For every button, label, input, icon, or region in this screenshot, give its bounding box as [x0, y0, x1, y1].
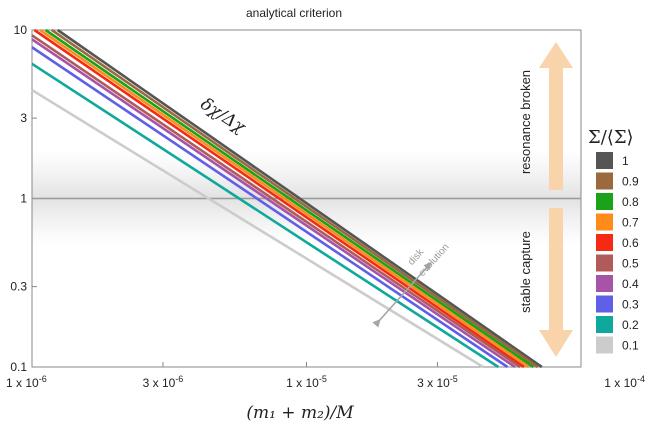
- series-lines: [31, 28, 543, 369]
- series-line-0.8: [44, 28, 534, 369]
- disk-evolution-arrow: [372, 262, 432, 328]
- axis-ticks: 1 x 10-6 3 x 10-6 1 x 10-5 3 x 10-5 1 x 10-4…: [6, 23, 645, 390]
- resonance-broken-arrow: [539, 42, 573, 190]
- x-axis-label: (m₁ + m₂)/M: [246, 403, 354, 423]
- legend-swatch-0.9: [596, 172, 613, 190]
- x-tick-label: 3 x 10-6: [143, 374, 184, 390]
- legend-swatch-0.3: [596, 295, 613, 313]
- series-line-1: [56, 28, 543, 369]
- series-line-0.4: [31, 38, 516, 369]
- legend-label: 0.7: [622, 216, 639, 230]
- x-tick-label: 1 x 10-4: [604, 374, 645, 390]
- legend-label: 0.1: [622, 339, 639, 353]
- legend-swatch-0.2: [596, 316, 613, 333]
- y-tick-label: 0.1: [10, 360, 27, 374]
- y-tick-label: 0.3: [10, 280, 27, 294]
- x-tick-label: 1 x 10-5: [286, 374, 327, 390]
- legend-swatch-0.6: [596, 234, 613, 251]
- legend: 1 0.9 0.8 0.7 0.6 0.5 0.4 0.3 0.2 0.1: [596, 152, 639, 354]
- resonance-broken-label: resonance broken: [518, 70, 533, 174]
- legend-label: 0.6: [622, 236, 639, 250]
- series-line-0.9: [50, 28, 539, 369]
- chart-title: analytical criterion: [246, 6, 342, 20]
- legend-label: 0.2: [622, 318, 639, 332]
- y-tick-label: 1: [20, 192, 27, 206]
- y-tick-label: 3: [20, 111, 27, 125]
- legend-label: 0.3: [622, 298, 639, 312]
- legend-swatch-0.5: [596, 254, 613, 272]
- legend-label: 0.4: [622, 277, 639, 291]
- stable-capture-arrow: [539, 208, 573, 357]
- legend-swatch-0.8: [596, 193, 613, 210]
- x-tick-label: 3 x 10-5: [417, 374, 458, 390]
- stable-capture-label: stable capture: [518, 231, 533, 313]
- series-line-0.7: [39, 28, 530, 369]
- series-line-0.5: [31, 34, 521, 369]
- x-tick-label: 1 x 10-6: [6, 374, 47, 390]
- legend-label: 0.8: [622, 195, 639, 209]
- legend-title: Σ/⟨Σ⟩: [588, 127, 634, 148]
- legend-label: 0.9: [622, 175, 639, 189]
- legend-label: 0.5: [622, 257, 639, 271]
- series-line-0.6: [33, 28, 525, 369]
- legend-swatch-0.4: [596, 275, 613, 292]
- legend-swatch-1: [596, 152, 613, 169]
- y-tick-label: 10: [14, 23, 28, 37]
- legend-swatch-0.1: [596, 336, 613, 354]
- evolution-label: evolution: [417, 242, 452, 279]
- legend-label: 1: [622, 154, 629, 168]
- legend-swatch-0.7: [596, 213, 613, 231]
